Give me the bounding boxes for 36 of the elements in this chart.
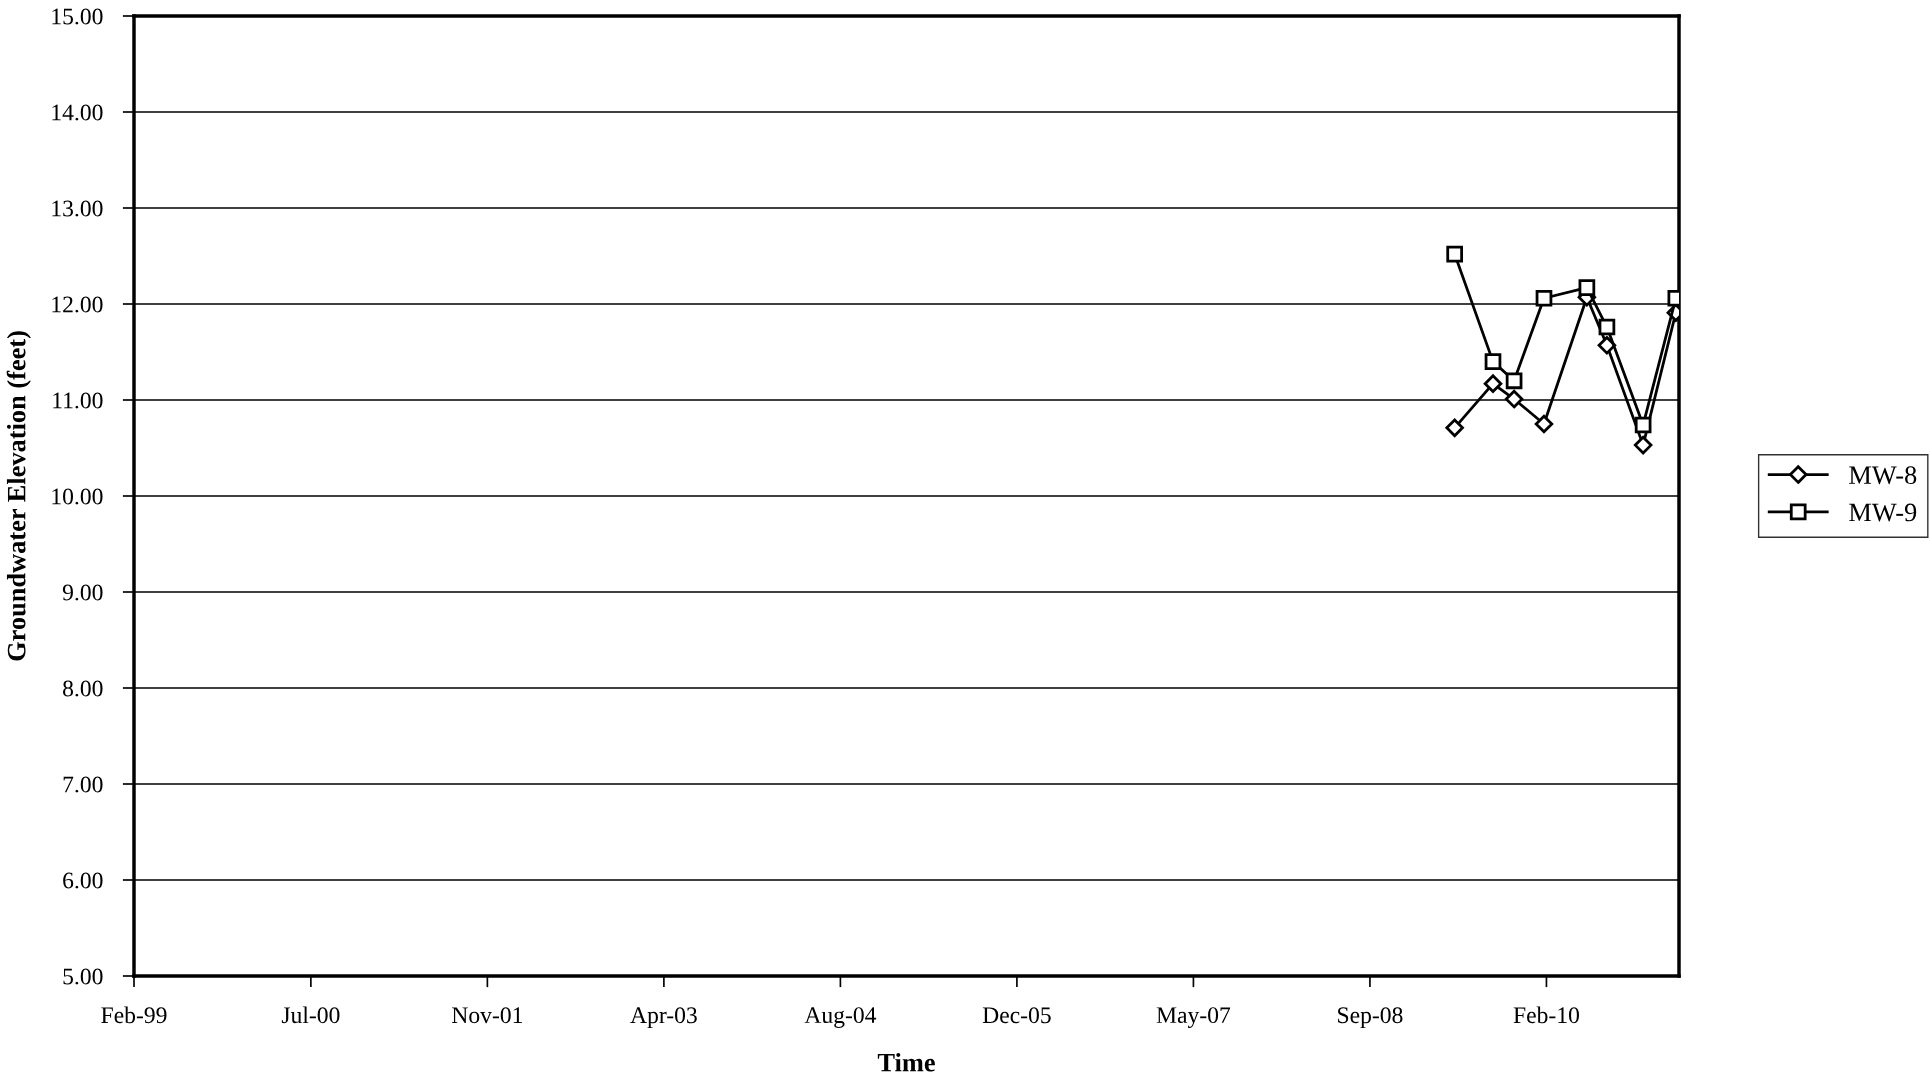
point xyxy=(1483,374,1503,393)
point xyxy=(1535,289,1553,307)
y-tick-label: 6.00 xyxy=(63,872,103,889)
x-tick-label: Jul-00 xyxy=(281,1006,340,1024)
point xyxy=(1484,353,1502,370)
y-tick-label: 11.00 xyxy=(53,392,103,409)
x-tick-label: Apr-03 xyxy=(630,1007,697,1028)
x-tick-label: Dec-05 xyxy=(982,1007,1051,1024)
point xyxy=(1445,418,1464,438)
x-tick-label: Feb-10 xyxy=(1513,1006,1579,1024)
y-tick-label: 10.00 xyxy=(52,488,103,505)
y-tick-label: 14.00 xyxy=(52,104,103,121)
point xyxy=(1534,414,1554,434)
point xyxy=(1446,245,1463,263)
point xyxy=(1634,416,1652,434)
point xyxy=(1598,318,1616,336)
y-tick-label: 9.00 xyxy=(62,584,103,601)
x-axis-title: Time xyxy=(877,1052,935,1072)
y-tick-label: 15.00 xyxy=(52,8,103,25)
point xyxy=(1504,389,1524,409)
x-tick-label: May-07 xyxy=(1156,1007,1231,1028)
y-axis-title: Groundwater Elevation (feet) xyxy=(6,331,31,661)
x-tick-label: Aug-04 xyxy=(804,1007,877,1028)
y-tick-label: 7.00 xyxy=(63,776,103,793)
y-tick-label: 5.00 xyxy=(63,968,103,985)
x-tick-label: Sep-08 xyxy=(1338,1007,1403,1028)
point xyxy=(1633,435,1653,455)
point xyxy=(1578,279,1596,297)
y-tick-label: 13.00 xyxy=(52,200,103,217)
point xyxy=(1505,372,1523,390)
y-tick-label: 12.00 xyxy=(52,296,103,313)
y-tick-label: 8.00 xyxy=(63,680,103,697)
x-tick-label: Nov-01 xyxy=(451,1007,523,1024)
legend-label: MW-9 xyxy=(1849,503,1917,522)
x-tick-label: Feb-99 xyxy=(101,1006,167,1024)
legend-label: MW-8 xyxy=(1849,466,1917,485)
